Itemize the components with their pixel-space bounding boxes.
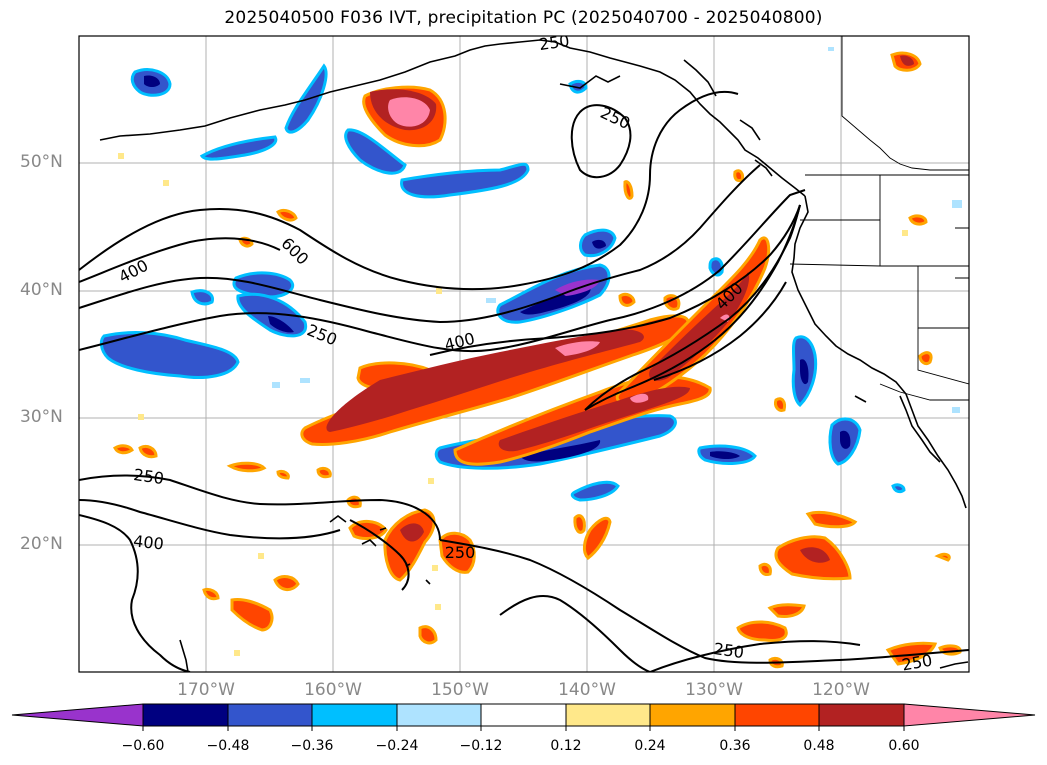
longitude-label: 170°W [177, 680, 235, 700]
longitude-label: 120°W [812, 680, 870, 700]
colorbar-swatch [734, 703, 820, 727]
contour-label: 250 [712, 639, 745, 662]
colorbar-tick-label: −0.48 [206, 738, 250, 754]
contour-label: 250 [445, 543, 476, 562]
contour-label: 400 [132, 531, 164, 553]
contour-label: 250 [538, 31, 571, 54]
colorbar-swatch [311, 703, 398, 727]
colorbar-swatch [818, 703, 905, 727]
colorbar-tick-label: 0.36 [719, 738, 751, 754]
latitude-label: 40°N [20, 280, 63, 300]
longitude-label: 160°W [304, 680, 362, 700]
latitude-label: 20°N [20, 534, 63, 554]
longitude-label: 140°W [558, 680, 616, 700]
colorbar-tick-label: 0.60 [888, 738, 920, 754]
contour-label: 400 [115, 256, 151, 287]
coastlines [99, 39, 969, 672]
latitude-label: 50°N [20, 152, 63, 172]
colorbar-tick-label: 0.48 [803, 738, 835, 754]
colorbar-tick-label: 0.12 [550, 738, 582, 754]
contour-label: 250 [304, 320, 339, 349]
longitude-label: 150°W [431, 680, 489, 700]
colorbar-swatch [565, 703, 651, 727]
colorbar [11, 703, 1036, 727]
precip-positive-anomalies [113, 51, 962, 669]
colorbar-swatch [396, 703, 482, 727]
colorbar-tick-label: −0.12 [459, 738, 503, 754]
colorbar-swatch [142, 703, 229, 727]
political-boundaries [789, 36, 969, 401]
map-title: 2025040500 F036 IVT, precipitation PC (2… [224, 8, 823, 28]
ivt-contours [79, 90, 969, 672]
contour-label: 600 [277, 234, 312, 269]
colorbar-extend-low [11, 703, 144, 727]
colorbar-swatch [480, 703, 567, 727]
colorbar-swatch [649, 703, 736, 727]
latitude-label: 30°N [20, 407, 63, 427]
colorbar-tick-label: −0.60 [121, 738, 165, 754]
colorbar-tick-label: −0.36 [290, 738, 334, 754]
colorbar-swatch [227, 703, 313, 727]
colorbar-tick-label: 0.24 [634, 738, 666, 754]
longitude-label: 130°W [685, 680, 743, 700]
colorbar-extend-high [903, 703, 1036, 727]
map-frame [78, 35, 970, 673]
contour-label: 250 [900, 651, 933, 675]
contour-label: 250 [597, 103, 633, 133]
contour-label: 250 [132, 465, 165, 488]
colorbar-tick-label: −0.24 [375, 738, 419, 754]
colorbar-tick-marks [142, 726, 905, 731]
